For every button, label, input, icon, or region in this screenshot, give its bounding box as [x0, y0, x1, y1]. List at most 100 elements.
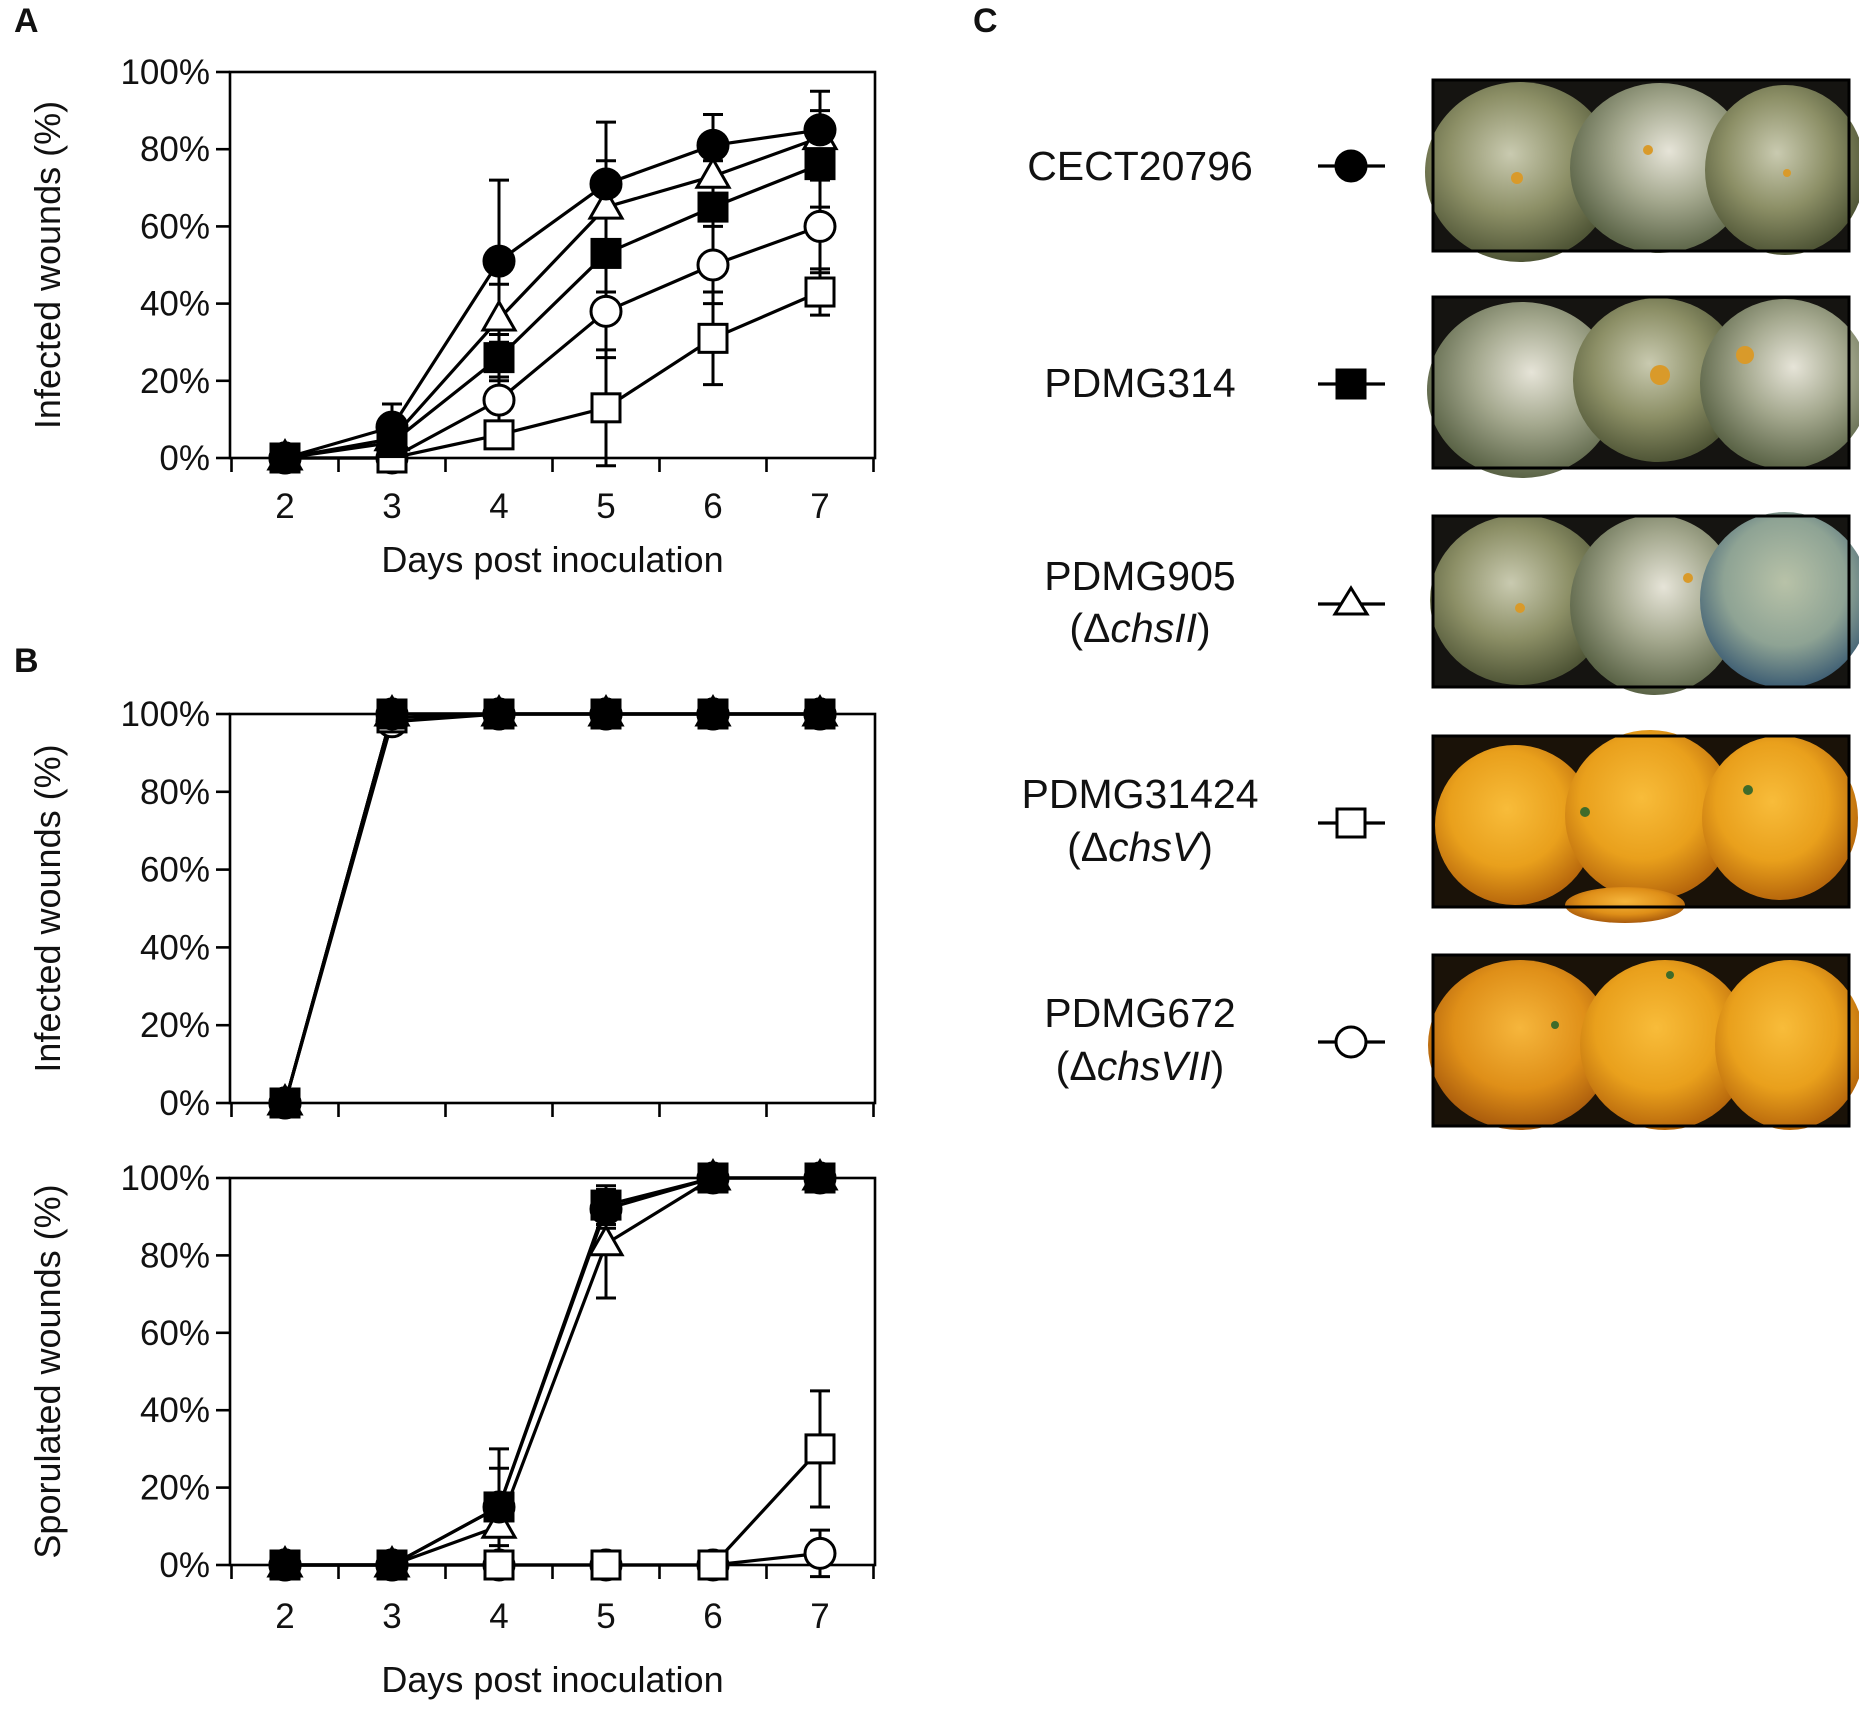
legend-row: PDMG314 — [1044, 295, 1859, 478]
series-line-pdmg31424 — [285, 1447, 822, 1567]
data-point-filled-circle — [589, 167, 623, 201]
series-line-cect20796 — [283, 712, 820, 1104]
y-tick-label: 20% — [140, 1006, 210, 1045]
data-point-open-square — [483, 1549, 515, 1581]
data-point-open-square — [483, 419, 515, 451]
strain-name: CECT20796 — [1027, 143, 1253, 189]
strain-name: PDMG31424 — [1021, 771, 1258, 817]
x-tick-label: 5 — [596, 487, 615, 526]
plot-frame — [228, 1176, 877, 1567]
y-tick-label: 20% — [140, 1469, 210, 1508]
series-line-pdmg905 — [285, 1176, 820, 1567]
series-line-pdmg314 — [284, 163, 821, 460]
orange-photo — [1431, 730, 1858, 923]
data-point-open-circle — [589, 294, 623, 328]
y-tick-label: 100% — [120, 53, 210, 92]
data-point-open-square — [697, 322, 729, 354]
y-tick-label: 20% — [140, 362, 210, 401]
data-point-open-triangle — [480, 299, 518, 332]
series-line-pdmg314 — [283, 712, 820, 1104]
data-point-filled-circle — [375, 697, 409, 731]
x-tick-label: 5 — [596, 1597, 615, 1636]
panel-label-b: B — [14, 642, 39, 680]
legend-row: PDMG905 (ΔchsII) — [1044, 512, 1859, 695]
data-point-open-circle — [696, 248, 730, 282]
chart-panel-b-infected: 0% 20% 40% 60% 80% 100% Infected wounds (%) — [27, 693, 877, 1123]
data-point-open-circle — [482, 383, 516, 417]
y-axis-title: Infected wounds (%) — [27, 101, 68, 429]
y-tick-label: 40% — [140, 285, 210, 324]
data-point-open-circle — [803, 209, 837, 243]
data-point-filled-circle — [268, 441, 302, 475]
strain-gene-label: (ΔchsII) — [1069, 605, 1210, 651]
data-point-filled-circle — [696, 1161, 730, 1195]
x-tick-label: 2 — [275, 1597, 294, 1636]
x-tick-label: 4 — [489, 487, 508, 526]
y-tick-label: 40% — [140, 1391, 210, 1430]
orange-photo — [1430, 512, 1859, 695]
strain-gene-label: (ΔchsVII) — [1056, 1043, 1225, 1089]
x-axis-title: Days post inoculation — [381, 1659, 723, 1700]
strain-name: PDMG672 — [1044, 990, 1235, 1036]
x-tick-label: 3 — [382, 487, 401, 526]
data-point-filled-square — [697, 191, 729, 223]
data-point-open-circle — [803, 1536, 837, 1570]
panel-label-a: A — [14, 2, 39, 40]
x-tick-label: 2 — [275, 487, 294, 526]
orange-photo — [1427, 295, 1859, 478]
data-point-open-triangle — [587, 187, 625, 220]
y-axis-title: Sporulated wounds (%) — [27, 1184, 68, 1558]
y-axis-title: Infected wounds (%) — [27, 744, 68, 1072]
filled-square-marker-icon — [1335, 368, 1367, 400]
open-square-marker-icon — [1335, 807, 1367, 839]
data-point-filled-square — [804, 149, 836, 181]
y-tick-label: 100% — [120, 695, 210, 734]
y-tick-label: 80% — [140, 1236, 210, 1275]
series-line-pdmg672 — [283, 712, 820, 1104]
y-tick-label: 0% — [159, 1084, 210, 1123]
data-point-filled-circle — [482, 697, 516, 731]
data-point-filled-circle — [589, 697, 623, 731]
x-tick-label: 3 — [382, 1597, 401, 1636]
series-line-pdmg31424 — [285, 290, 821, 460]
data-point-filled-circle — [803, 697, 837, 731]
y-tick-label: 80% — [140, 773, 210, 812]
legend-row: CECT20796 — [1027, 78, 1859, 262]
data-point-filled-circle — [696, 128, 730, 162]
y-tick-label: 0% — [159, 1546, 210, 1585]
y-tick-label: 0% — [159, 439, 210, 478]
y-tick-label: 100% — [120, 1159, 210, 1198]
panel-label-c: C — [973, 2, 998, 40]
series-line-pdmg905 — [283, 712, 820, 1104]
data-point-filled-circle — [375, 1548, 409, 1582]
data-point-open-triangle — [587, 1223, 625, 1257]
x-tick-label: 6 — [703, 1597, 722, 1636]
y-tick-label: 60% — [140, 851, 210, 890]
x-tick-label: 7 — [810, 487, 829, 526]
data-point-open-square — [590, 1549, 622, 1581]
data-point-filled-square — [483, 342, 515, 374]
chart-panel-a: 0% 20% 40% 60% 80% 100% 2 3 4 5 6 7 Days post inocul… — [27, 53, 877, 580]
data-point-filled-circle — [803, 113, 837, 147]
data-point-open-square — [697, 1549, 729, 1581]
legend-row: PDMG31424 (ΔchsV) — [1021, 730, 1858, 923]
series-line-pdmg31424 — [283, 712, 820, 1104]
y-tick-label: 80% — [140, 130, 210, 169]
data-point-open-square — [590, 392, 622, 424]
orange-photo — [1428, 953, 1859, 1130]
data-point-filled-circle — [268, 1086, 302, 1120]
series-line-cect20796 — [285, 1176, 820, 1567]
series-line-pdmg672 — [285, 1551, 821, 1567]
data-point-filled-square — [590, 237, 622, 269]
y-tick-label: 60% — [140, 207, 210, 246]
orange-photo — [1425, 78, 1859, 262]
data-point-filled-circle — [375, 410, 409, 444]
x-tick-label: 7 — [810, 1597, 829, 1636]
strain-name: PDMG314 — [1044, 360, 1235, 406]
open-circle-marker-icon — [1334, 1025, 1368, 1059]
data-point-filled-circle — [589, 1192, 623, 1226]
y-tick-label: 40% — [140, 928, 210, 967]
strain-name: PDMG905 — [1044, 553, 1235, 599]
data-point-open-square — [804, 276, 836, 308]
series-line-pdmg314 — [285, 1176, 820, 1567]
